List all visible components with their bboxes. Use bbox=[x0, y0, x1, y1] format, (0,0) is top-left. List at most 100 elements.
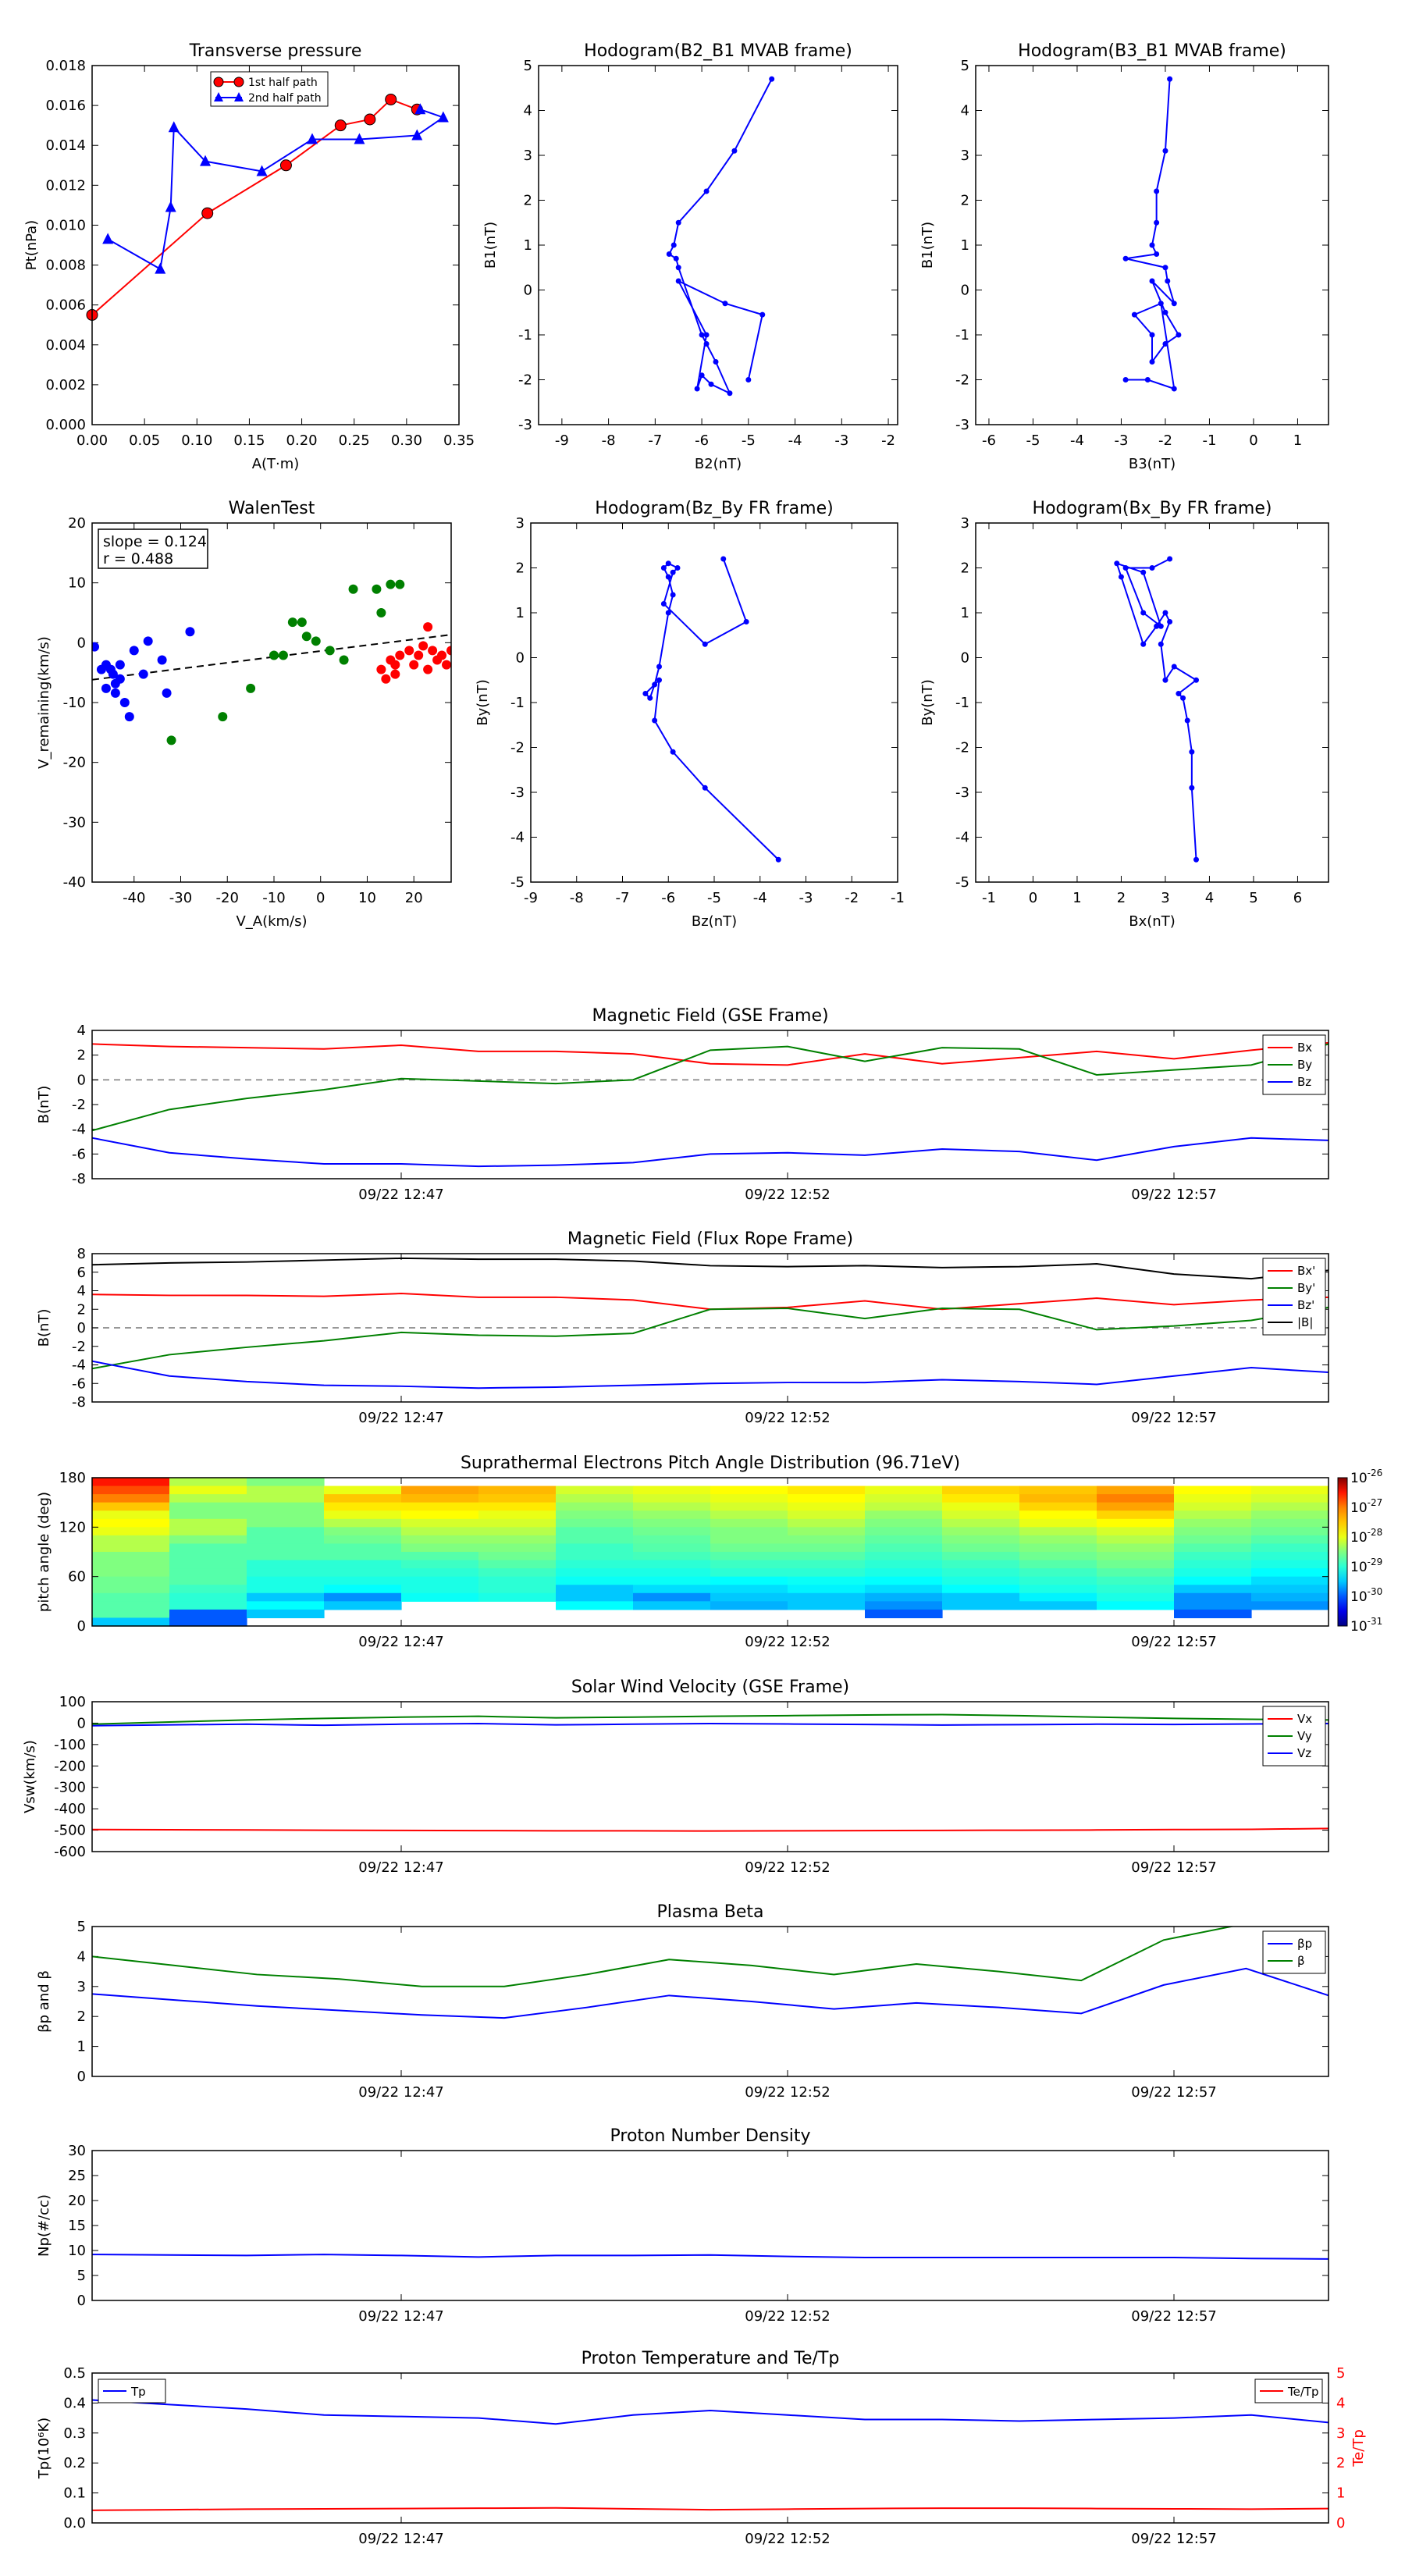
chart-title: Transverse pressure bbox=[189, 41, 362, 61]
heatmap-cell bbox=[942, 1576, 1020, 1585]
heatmap-cell bbox=[556, 1576, 634, 1585]
heatmap-cell bbox=[710, 1494, 788, 1503]
y-tick-label: 10 bbox=[68, 2243, 86, 2259]
marker-dot bbox=[673, 255, 679, 262]
heatmap-cell bbox=[556, 1535, 634, 1545]
scatter-point bbox=[301, 632, 311, 642]
chart-title: Hodogram(B3_B1 MVAB frame) bbox=[1018, 41, 1286, 61]
marker-dot bbox=[1149, 332, 1155, 338]
scatter-point bbox=[376, 608, 386, 617]
heatmap-cell bbox=[401, 1568, 479, 1578]
marker-dot bbox=[670, 592, 676, 598]
plot-area bbox=[1114, 556, 1199, 863]
marker-dot bbox=[1167, 76, 1173, 82]
heatmap-cell bbox=[401, 1518, 479, 1528]
y-tick-label: 0.0 bbox=[63, 2515, 86, 2532]
heatmap-cell bbox=[247, 1609, 325, 1619]
y-tick-label: 4 bbox=[961, 103, 969, 119]
heatmap-cell bbox=[247, 1543, 325, 1553]
x-tick-label: 09/22 12:57 bbox=[1131, 1410, 1216, 1426]
heatmap-cell bbox=[247, 1576, 325, 1585]
y-tick-label: -6 bbox=[72, 1146, 86, 1162]
y-tick-label: 0.004 bbox=[45, 337, 86, 354]
scatter-point bbox=[162, 688, 172, 698]
heatmap-cell bbox=[92, 1543, 170, 1553]
y-tick-label: 3 bbox=[524, 148, 532, 164]
series-line-Vz bbox=[92, 1722, 1329, 1727]
heatmap-cell bbox=[92, 1560, 170, 1569]
heatmap-cell bbox=[1174, 1576, 1252, 1585]
marker-dot bbox=[759, 311, 766, 318]
heatmap-cell bbox=[401, 1502, 479, 1511]
legend-label: Bz' bbox=[1297, 1298, 1314, 1312]
y-tick-label: 4 bbox=[77, 1023, 86, 1039]
x-tick-label: 0 bbox=[1249, 432, 1257, 449]
marker-dot bbox=[1149, 242, 1155, 248]
marker-dot bbox=[1154, 251, 1160, 257]
plot-frame bbox=[530, 522, 898, 883]
y-tick-label: -2 bbox=[510, 740, 525, 756]
heatmap-cell bbox=[942, 1510, 1020, 1520]
heatmap-cell bbox=[710, 1502, 788, 1511]
x-tick-label: 0.30 bbox=[391, 432, 422, 449]
x-tick-label: 09/22 12:47 bbox=[358, 1634, 443, 1650]
y-tick-label: 100 bbox=[59, 1694, 86, 1710]
x-tick-label: -7 bbox=[648, 432, 662, 449]
plot-frame bbox=[91, 1926, 1329, 2077]
y-tick-label: -3 bbox=[955, 417, 969, 433]
heatmap-cell bbox=[1251, 1576, 1329, 1585]
y-tick-label: 0.018 bbox=[45, 58, 86, 74]
heatmap-cell bbox=[169, 1568, 247, 1578]
y-tick-label: 0 bbox=[961, 650, 969, 667]
x-tick-label: 09/22 12:57 bbox=[1131, 2531, 1216, 2547]
heatmap-cell bbox=[1019, 1568, 1097, 1578]
scatter-point bbox=[166, 735, 176, 745]
heatmap-cell bbox=[710, 1552, 788, 1561]
heatmap-cell bbox=[1174, 1552, 1252, 1561]
heatmap-cell bbox=[324, 1601, 402, 1610]
heatmap-cell bbox=[1251, 1552, 1329, 1561]
marker-circle bbox=[385, 93, 397, 105]
marker-circle bbox=[201, 207, 214, 219]
x-tick-label: -2 bbox=[845, 890, 859, 906]
heatmap-cell bbox=[478, 1568, 557, 1578]
heatmap-cell bbox=[710, 1510, 788, 1520]
heatmap-cell bbox=[1097, 1576, 1175, 1585]
heatmap-cell bbox=[556, 1494, 634, 1503]
heatmap-cell bbox=[401, 1592, 479, 1602]
heatmap-cell bbox=[1174, 1527, 1252, 1536]
marker-dot bbox=[699, 372, 705, 379]
annotation-box bbox=[98, 528, 208, 569]
y-tick-label: -6 bbox=[72, 1375, 86, 1392]
y-tick-label: -3 bbox=[955, 785, 969, 801]
scatter-point bbox=[348, 584, 358, 594]
heatmap-cell bbox=[556, 1592, 634, 1602]
marker-dot bbox=[642, 691, 649, 696]
y-axis-label: βp and β bbox=[36, 1970, 52, 2033]
y-axis-label: By(nT) bbox=[919, 679, 936, 725]
heatmap-cell bbox=[1174, 1535, 1252, 1545]
y-tick-label: -1 bbox=[518, 327, 532, 343]
y2-tick-label: 4 bbox=[1336, 2395, 1345, 2411]
colorbar-tick-label: 10-28 bbox=[1350, 1527, 1382, 1546]
chart-hodo_bzby: Hodogram(Bz_By FR frame) -5 -4 -3 -2 -1 0 1 2 3 -9… bbox=[475, 499, 905, 930]
marker-dot bbox=[1193, 677, 1199, 683]
scatter-point bbox=[325, 646, 335, 656]
chart-title: Hodogram(B2_B1 MVAB frame) bbox=[584, 41, 852, 61]
x-tick-label: 09/22 12:52 bbox=[745, 1187, 830, 1203]
marker-triangle bbox=[200, 155, 212, 166]
y-axis-label: Tp(10⁶K) bbox=[36, 2418, 52, 2479]
heatmap-cell bbox=[1251, 1510, 1329, 1520]
marker-dot bbox=[1162, 148, 1168, 154]
y-tick-label: 0.5 bbox=[63, 2365, 86, 2382]
series-line--p bbox=[92, 1967, 1329, 2019]
heatmap-cell bbox=[478, 1552, 557, 1561]
legend-box bbox=[1262, 1930, 1326, 1974]
y-tick-label: 5 bbox=[961, 58, 969, 74]
y-tick-label: 20 bbox=[68, 515, 86, 532]
heatmap-cell bbox=[1174, 1502, 1252, 1511]
heatmap-cell bbox=[865, 1510, 943, 1520]
colorbar-tick-label: 10-30 bbox=[1350, 1586, 1382, 1605]
y-tick-label: 0.000 bbox=[45, 417, 86, 433]
marker-dot bbox=[1162, 677, 1168, 683]
